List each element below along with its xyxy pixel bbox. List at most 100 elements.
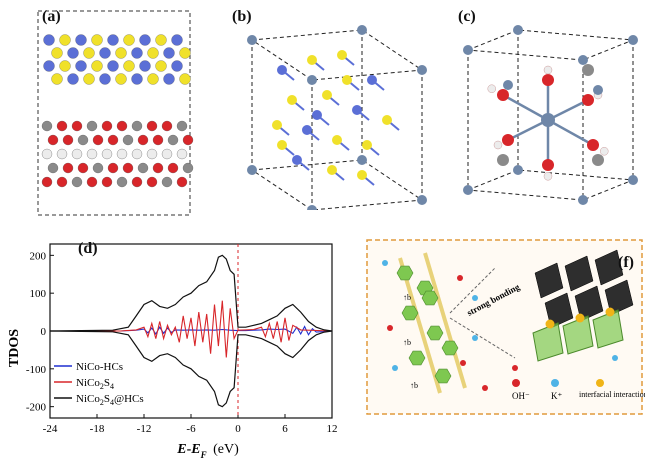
legend-label: NiCo2​S4​@HCs [76,393,144,407]
corner-atom [593,85,603,95]
octahedron [534,262,564,299]
panel-b-unit-cell [247,25,427,210]
interface-atom [605,307,615,317]
panel-f-label: (f) [618,254,634,271]
x-tick-label: -18 [90,423,105,435]
panel-a-label: (a) [42,8,61,25]
series-line-lower-2 [49,330,333,408]
octahedron [594,249,624,286]
hexagon [401,305,419,321]
atom [71,148,83,160]
atom [161,120,173,132]
atom [67,47,79,59]
atom [107,34,119,46]
x-axis-title: E-EF (eV) [176,442,239,458]
oh-legend-marker [512,379,520,387]
svg-text:↑b: ↑b [403,293,411,302]
bond [547,118,594,147]
atom [131,73,143,85]
ion [612,355,618,361]
ion [482,385,488,391]
panel-f-schematic: strong bonding ↑b ↑b ↑b OH⁻ K⁺ interfaci… [366,239,645,415]
atom [163,47,175,59]
corner-atom [357,25,367,35]
atom [167,134,179,146]
octahedral-layer [532,249,634,362]
atom [62,162,74,174]
atom [342,75,352,85]
atom [83,73,95,85]
atom [147,47,159,59]
corner-atom [463,45,473,55]
atom [327,165,337,175]
atom [362,140,372,150]
carbon-atom [582,64,594,76]
atom [337,50,347,60]
atom [86,120,98,132]
atom [152,134,164,146]
atom [357,170,367,180]
atom [51,47,63,59]
atom [92,162,104,174]
corner-atom [417,65,427,75]
atom [171,34,183,46]
y-tick-label: -200 [26,402,47,414]
atom [367,75,377,85]
bond [547,98,589,122]
x-tick-label: 0 [235,423,241,435]
corner-atom [463,185,473,195]
atom [179,47,191,59]
x-tick-label: 6 [282,423,288,435]
atom [116,148,128,160]
arrow-labels: ↑b ↑b ↑b [403,293,418,390]
atom [292,155,302,165]
atom [116,120,128,132]
oxygen-atom [587,139,599,151]
atom [352,105,362,115]
interface-atom [575,313,585,323]
atom [146,176,158,188]
chart-series [49,254,333,408]
atom [71,176,83,188]
sulfide-layer [43,34,191,85]
bond [507,118,549,142]
ion [472,335,478,341]
atom [131,120,143,132]
atom [62,134,74,146]
series-line-1 [50,300,333,358]
atom [302,125,312,135]
atom [176,148,188,160]
atom [86,148,98,160]
hydrogen-atom [487,84,496,93]
corner-atom [628,35,638,45]
atom [107,60,119,72]
atom [56,176,68,188]
atom [41,148,53,160]
corner-atom [578,195,588,205]
y-tick-label: 100 [30,288,47,300]
octahedron [564,255,594,292]
atom [47,134,59,146]
hydrogen-atom [543,65,553,75]
x-tick-label: -12 [137,423,152,435]
atom [101,120,113,132]
chart-axes: -24 -18 -12 -6 0 6 12 -200 -100 0 100 200 [26,243,338,435]
atom [99,73,111,85]
interface-legend-label: interfacial interactions [579,390,645,399]
atom [163,73,175,85]
corner-atom [513,25,523,35]
legend-label: NiCo2​S4​ [76,377,114,391]
hydrogen-atom [600,147,609,156]
atom [47,162,59,174]
atom [322,90,332,100]
oh-legend-label: OH⁻ [512,391,530,401]
atom [101,148,113,160]
panel-a-frame [37,10,191,216]
interface-atom [545,319,555,329]
carbon-atom [497,154,509,166]
panel-d-label: (d) [78,240,98,257]
atom [131,176,143,188]
corner-atom [247,165,257,175]
hexagon [421,290,439,306]
corner-atom [417,195,427,205]
